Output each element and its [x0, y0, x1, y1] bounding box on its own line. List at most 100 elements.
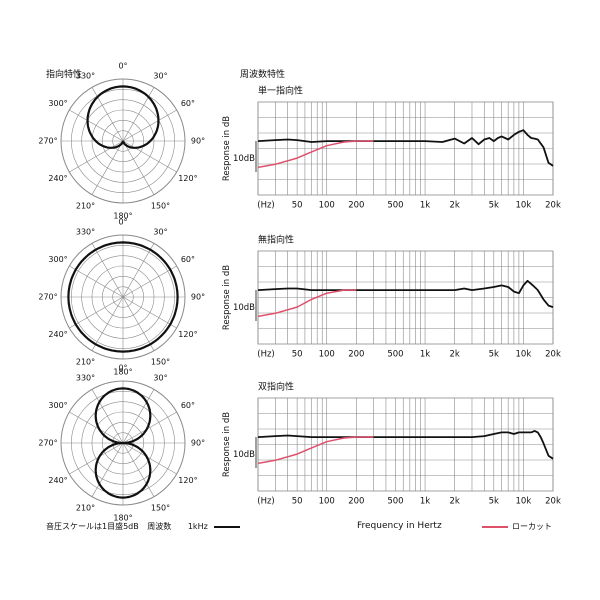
polar-spoke — [122, 265, 177, 298]
polar-angle-label: 240° — [48, 476, 67, 485]
response-curve — [257, 129, 554, 167]
polar-spoke — [122, 442, 177, 475]
polar-spoke — [69, 140, 124, 173]
polar-spoke — [122, 411, 177, 444]
polar-angle-label: 120° — [178, 174, 197, 183]
polar-angle-label: 0° — [118, 62, 127, 71]
x-tick-label: 20k — [545, 201, 561, 211]
polar-spoke — [69, 109, 124, 142]
x-tick-label: 200 — [348, 350, 364, 360]
x-tick-label: 10k — [516, 350, 532, 360]
x-tick-label: 2k — [449, 201, 459, 211]
polar-spoke — [91, 296, 124, 351]
polar-angle-label: 270° — [38, 439, 57, 448]
polar-spoke — [122, 140, 177, 173]
x-tick-label: 5k — [489, 201, 499, 211]
polar-spoke — [122, 87, 155, 142]
polar-angle-label: 150° — [151, 201, 170, 210]
polar-spoke — [122, 140, 155, 195]
polar-angle-label: 60° — [181, 99, 195, 108]
polar-spoke — [122, 296, 177, 329]
frequency-chart — [255, 397, 554, 492]
polar-spoke — [122, 243, 155, 298]
legend-main-line — [214, 525, 241, 528]
lowcut-curve — [257, 289, 357, 318]
polar-angle-label: 240° — [48, 174, 67, 183]
frequency-response-heading: 周波数特性 — [240, 70, 286, 80]
polar-angle-label: 60° — [181, 255, 195, 264]
x-tick-label: 500 — [387, 201, 403, 211]
y-axis-label: Response in dB — [222, 116, 232, 181]
polar-angle-label: 210° — [76, 503, 95, 512]
response-curve — [257, 430, 554, 460]
polar-angle-label: 120° — [178, 476, 197, 485]
polar-angle-label: 120° — [178, 330, 197, 339]
polar-angle-label: 150° — [151, 357, 170, 366]
response-curve — [257, 279, 554, 308]
polar-chart-bidirectional — [60, 380, 186, 506]
legend-freq-value: 1kHz — [187, 522, 208, 531]
legend-lowcut-line — [482, 525, 508, 528]
lowcut-curve — [257, 436, 374, 465]
frequency-chart-title: 双指向性 — [258, 381, 294, 393]
x-tick-label: 200 — [348, 201, 364, 211]
polar-spoke — [91, 87, 124, 142]
polar-spoke — [91, 389, 124, 444]
x-tick-label: 200 — [348, 497, 364, 507]
polar-angle-label: 30° — [153, 72, 167, 81]
y-axis-label: Response in dB — [222, 412, 232, 477]
x-tick-label: 500 — [387, 350, 403, 360]
polar-angle-label: 90° — [191, 293, 205, 302]
x-tick-label: 50 — [292, 497, 303, 507]
polar-angle-label: 180° — [113, 514, 132, 523]
x-axis-label: Frequency in Hertz — [357, 521, 442, 531]
polar-pattern-curve-bidirectional — [94, 387, 152, 499]
polar-angle-label: 150° — [151, 503, 170, 512]
x-tick-label: (Hz) — [257, 350, 275, 360]
x-tick-label: 5k — [489, 497, 499, 507]
polar-pattern-curve-cardioid — [86, 85, 160, 149]
x-tick-label: 2k — [449, 497, 459, 507]
x-tick-label: 500 — [387, 497, 403, 507]
frequency-chart — [255, 250, 554, 345]
legend-freq-label: 周波数 — [147, 522, 172, 531]
db-scale-label: 10dB — [233, 450, 255, 460]
db-scale-label: 10dB — [233, 303, 255, 313]
x-tick-label: 100 — [319, 350, 335, 360]
polar-angle-label: 180° — [113, 212, 132, 221]
frequency-chart — [255, 101, 554, 196]
polar-chart-cardioid — [60, 78, 186, 204]
x-tick-label: 100 — [319, 497, 335, 507]
polar-angle-label: 300° — [48, 401, 67, 410]
frequency-chart-title: 無指向性 — [258, 234, 294, 246]
polar-angle-label: 270° — [38, 293, 57, 302]
polar-angle-label: 300° — [48, 255, 67, 264]
x-tick-label: 2k — [449, 350, 459, 360]
polar-spoke — [69, 442, 124, 475]
polar-angle-label: 270° — [38, 137, 57, 146]
legend-lowcut-label: ローカット — [512, 522, 552, 531]
polar-pattern-heading: 指向特性 — [46, 70, 83, 80]
polar-spoke — [122, 296, 155, 351]
x-tick-label: 20k — [545, 350, 561, 360]
x-tick-label: 20k — [545, 497, 561, 507]
x-tick-label: 1k — [420, 350, 430, 360]
polar-angle-label: 330° — [76, 228, 95, 237]
polar-angle-label: 210° — [76, 357, 95, 366]
x-tick-label: 50 — [292, 201, 303, 211]
x-tick-label: 1k — [420, 497, 430, 507]
x-tick-label: 10k — [516, 497, 532, 507]
polar-angle-label: 300° — [48, 99, 67, 108]
polar-spoke — [122, 109, 177, 142]
x-tick-label: 1k — [420, 201, 430, 211]
x-tick-label: (Hz) — [257, 497, 275, 507]
polar-angle-label: 210° — [76, 201, 95, 210]
x-tick-label: 10k — [516, 201, 532, 211]
legend-lowcut: ローカット — [482, 521, 552, 532]
polar-spoke — [122, 389, 155, 444]
lowcut-curve — [257, 140, 374, 169]
polar-spoke — [69, 296, 124, 329]
polar-angle-label: 0° — [118, 218, 127, 227]
